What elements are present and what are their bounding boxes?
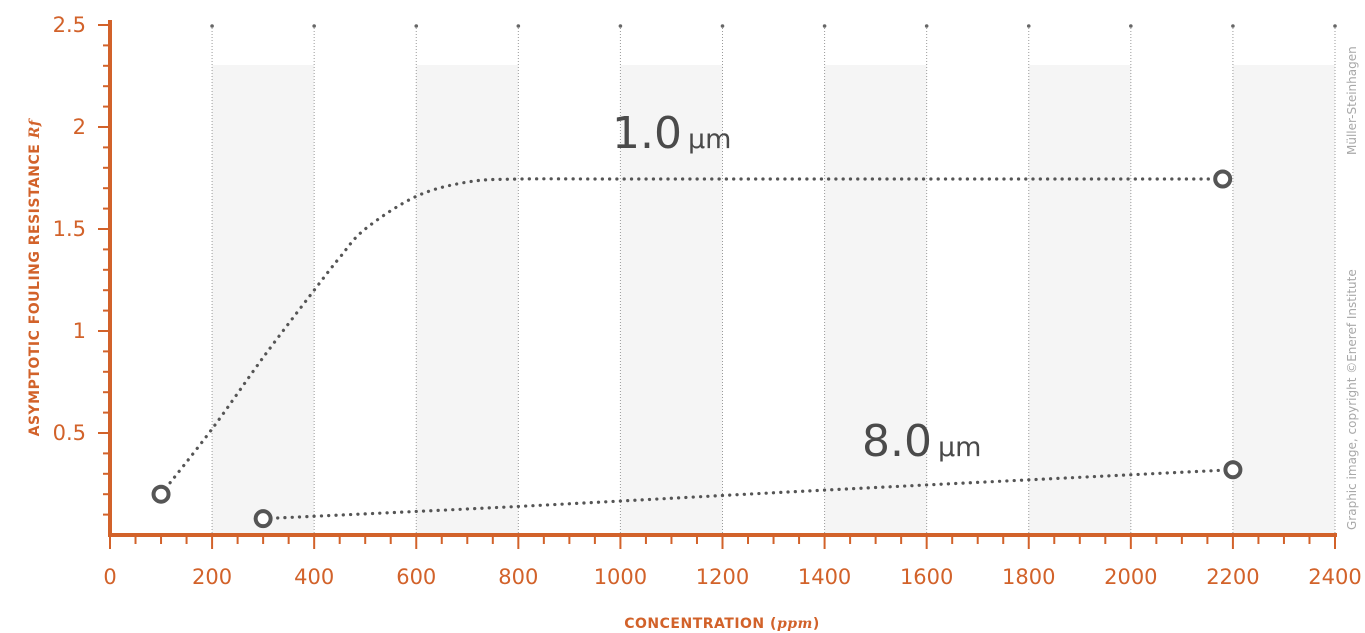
background-band — [824, 65, 927, 535]
grid-top-dot — [210, 24, 214, 28]
x-tick-label: 1200 — [696, 565, 749, 589]
y-tick-label: 2 — [73, 115, 86, 139]
grid-top-dot — [720, 24, 725, 28]
grid-top-dot — [1129, 24, 1133, 28]
y-tick-label: 1 — [73, 319, 86, 343]
y-axis-title-main: ASYMPTOTIC FOULING RESISTANCE — [27, 138, 43, 436]
background-band — [212, 65, 315, 535]
copyright-credit: Graphic image, copyright ©Eneref Institu… — [1345, 269, 1359, 530]
background-band — [416, 65, 519, 535]
y-tick-label: 2.5 — [53, 13, 86, 37]
source-credit: Müller-Steinhagen — [1345, 46, 1359, 155]
series-endpoint — [1213, 169, 1233, 189]
series-label-value: 1.0 — [612, 108, 682, 159]
background-band — [1232, 65, 1335, 535]
series-label: 8.0 µm — [862, 416, 981, 467]
series-label-unit: µm — [938, 432, 981, 463]
x-tick-label: 1600 — [900, 565, 953, 589]
grid-top-dot — [516, 24, 521, 28]
x-tick-label: 2200 — [1206, 565, 1259, 589]
x-axis-title-unit: ppm — [777, 616, 813, 632]
y-axis-title: ASYMPTOTIC FOULING RESISTANCE Rf — [27, 117, 43, 436]
x-tick-label: 2400 — [1308, 565, 1361, 589]
x-tick-label: 2000 — [1104, 565, 1157, 589]
y-tick-label: 0.5 — [53, 421, 86, 445]
x-tick-label: 800 — [498, 565, 538, 589]
data-series: 1.0 µm8.0 µm — [151, 108, 1243, 529]
x-tick-label: 1800 — [1002, 565, 1055, 589]
background-band — [1028, 65, 1131, 535]
grid-lines — [210, 24, 1337, 535]
x-tick-label: 600 — [396, 565, 436, 589]
grid-top-dot — [312, 24, 316, 28]
x-tick-label: 1000 — [594, 565, 647, 589]
y-tick-label: 1.5 — [53, 217, 86, 241]
x-axis-title: CONCENTRATION (ppm) — [624, 616, 820, 632]
x-tick-label: 400 — [294, 565, 334, 589]
grid-top-dot — [414, 24, 419, 28]
y-axis-title-unit: Rf — [27, 117, 43, 139]
y-axis-ticks: 0.5 1 1.5 2 2.5 — [53, 13, 110, 516]
grid-top-dot — [822, 24, 827, 28]
x-tick-label: 0 — [103, 565, 116, 589]
x-tick-label: 200 — [192, 565, 232, 589]
grid-top-dot — [924, 24, 929, 28]
series-endpoint — [253, 509, 273, 529]
background-bands — [212, 65, 1335, 535]
series-label-value: 8.0 — [862, 416, 932, 467]
series-line — [159, 177, 1225, 496]
x-axis-title-main: CONCENTRATION ( — [624, 616, 777, 632]
grid-top-dot — [1231, 24, 1235, 28]
series-endpoint — [151, 484, 171, 504]
x-tick-label: 1400 — [798, 565, 851, 589]
x-axis-ticks: 0 200 400 600 800 1000 1200 1400 1600 1800 2000 220… — [103, 535, 1362, 589]
x-axis-title-close: ) — [813, 616, 820, 632]
grid-top-dot — [1333, 24, 1337, 28]
series-label: 1.0 µm — [612, 108, 731, 159]
series-endpoint — [1223, 460, 1243, 480]
grid-top-dot — [1026, 24, 1031, 28]
grid-top-dot — [618, 24, 623, 28]
background-band — [620, 65, 723, 535]
series-label-unit: µm — [688, 124, 731, 155]
